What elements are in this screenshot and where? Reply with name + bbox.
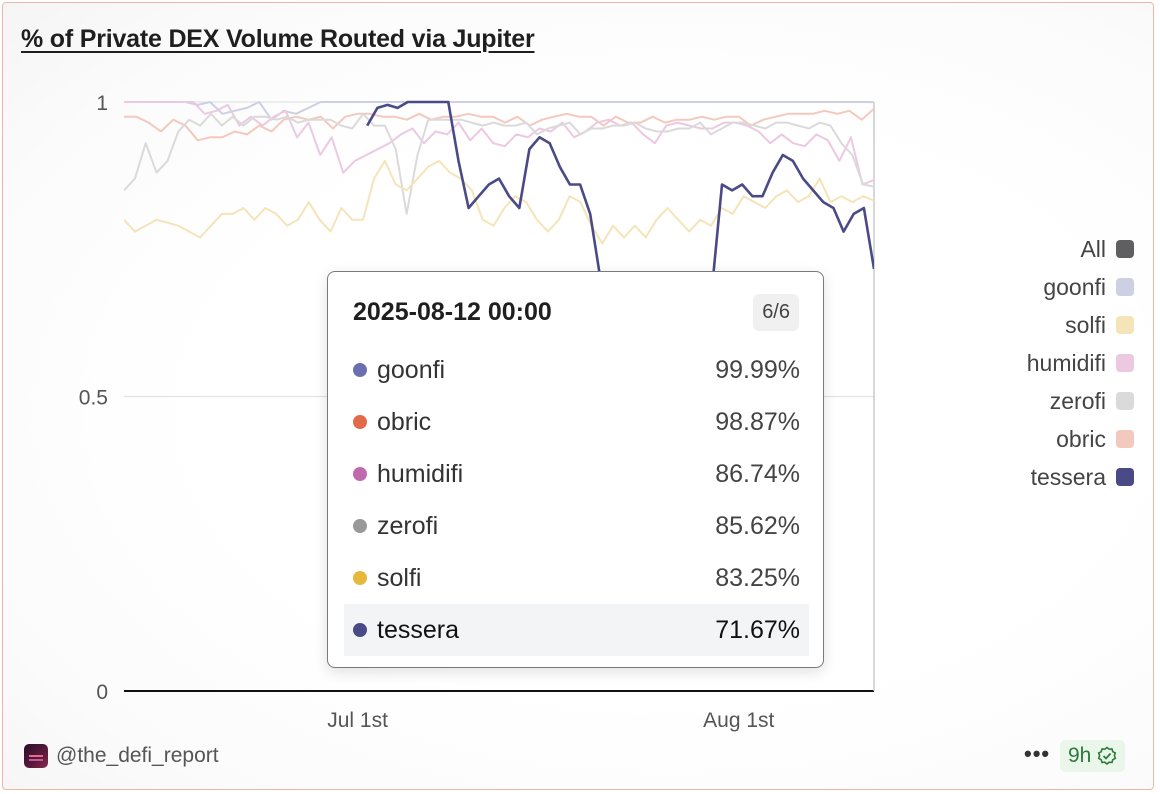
series-line-goonfi[interactable] (124, 101, 874, 121)
tooltip-series-name: humidifi (377, 459, 464, 488)
series-line-zerofi[interactable] (124, 112, 874, 215)
legend-item-zerofi[interactable]: zerofi (1050, 382, 1134, 420)
tooltip-series-name: solfi (377, 563, 422, 592)
series-dot (353, 519, 367, 533)
more-horizontal-icon[interactable]: ••• (1024, 741, 1051, 766)
legend-swatch (1116, 392, 1134, 410)
chart-title[interactable]: % of Private DEX Volume Routed via Jupit… (21, 25, 535, 53)
chart-legend: All goonfi solfi humidifi zerofi obric t… (1027, 230, 1134, 496)
legend-swatch (1116, 430, 1134, 448)
tooltip-series-name: goonfi (377, 355, 446, 384)
series-line-solfi[interactable] (124, 159, 874, 245)
legend-item-goonfi[interactable]: goonfi (1043, 268, 1134, 306)
tooltip-row-solfi: solfi 83.25% (344, 552, 809, 604)
legend-label: humidifi (1026, 349, 1106, 376)
legend-swatch (1116, 240, 1134, 258)
avatar (24, 744, 48, 768)
tooltip-series-value: 71.67% (715, 615, 800, 644)
tooltip-series-name: zerofi (377, 511, 439, 540)
age-badge[interactable]: 9h (1060, 740, 1126, 772)
legend-swatch (1116, 278, 1134, 296)
y-tick-label: 0 (96, 681, 108, 704)
y-tick-label: 1 (96, 92, 108, 115)
series-dot (353, 363, 367, 377)
tooltip-series-value: 83.25% (715, 563, 800, 592)
chart-tooltip: 2025-08-12 00:00 6/6 goonfi 99.99% obric… (327, 271, 824, 668)
legend-item-solfi[interactable]: solfi (1065, 306, 1134, 344)
y-tick-label: 0.5 (79, 387, 108, 410)
series-dot (353, 415, 367, 429)
tooltip-series-count: 6/6 (753, 294, 799, 331)
legend-swatch (1116, 316, 1134, 334)
tooltip-row-humidifi: humidifi 86.74% (344, 448, 809, 500)
verified-check-icon (1097, 746, 1117, 766)
legend-label: obric (1056, 425, 1106, 452)
tooltip-series-value: 98.87% (715, 407, 800, 436)
author-handle-text: @the_defi_report (56, 744, 219, 767)
tooltip-series-name: obric (377, 407, 432, 436)
tooltip-row-obric: obric 98.87% (344, 396, 809, 448)
series-dot (353, 623, 367, 637)
age-text: 9h (1068, 744, 1092, 767)
legend-item-all[interactable]: All (1080, 230, 1134, 268)
legend-label: tessera (1030, 463, 1106, 490)
tooltip-timestamp: 2025-08-12 00:00 (353, 298, 552, 326)
series-dot (353, 571, 367, 585)
tooltip-series-value: 99.99% (715, 355, 800, 384)
x-tick-label: Jul 1st (327, 709, 388, 732)
legend-item-obric[interactable]: obric (1056, 420, 1134, 458)
tooltip-row-zerofi: zerofi 85.62% (344, 500, 809, 552)
legend-label: All (1080, 235, 1106, 262)
legend-item-tessera[interactable]: tessera (1031, 458, 1134, 496)
legend-label: goonfi (1043, 273, 1106, 300)
author-handle[interactable]: @the_defi_report (24, 744, 219, 768)
tooltip-row-tessera: tessera 71.67% (344, 604, 809, 656)
legend-label: solfi (1065, 311, 1106, 338)
tooltip-series-value: 85.62% (715, 511, 800, 540)
series-dot (353, 467, 367, 481)
tooltip-row-goonfi: goonfi 99.99% (344, 344, 809, 396)
legend-label: zerofi (1049, 387, 1106, 414)
tooltip-series-value: 86.74% (715, 459, 800, 488)
legend-item-humidifi[interactable]: humidifi (1027, 344, 1134, 382)
tooltip-series-name: tessera (377, 615, 459, 644)
x-tick-label: Aug 1st (703, 709, 774, 732)
series-line-humidifi[interactable] (124, 101, 874, 186)
legend-swatch (1116, 354, 1134, 372)
legend-swatch (1116, 468, 1134, 486)
